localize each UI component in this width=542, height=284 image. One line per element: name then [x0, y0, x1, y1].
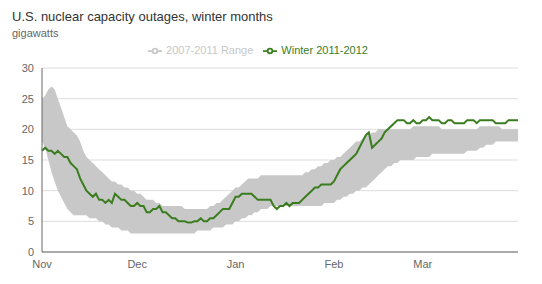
svg-text:10: 10 — [22, 185, 34, 197]
svg-text:Mar: Mar — [413, 258, 432, 270]
html-text:Winter 2011-2012: Winter 2011-2012 — [281, 44, 368, 56]
html-text:2007-2011 Range: 2007-2011 Range — [166, 44, 254, 56]
svg-text:Dec: Dec — [127, 258, 147, 270]
svg-text:Jan: Jan — [227, 258, 245, 270]
html-text:gigawatts: gigawatts — [12, 27, 59, 39]
svg-text:20: 20 — [22, 123, 34, 135]
svg-text:0: 0 — [28, 246, 34, 258]
svg-text:25: 25 — [22, 93, 34, 105]
html-text:U.S. nuclear capacity outages,: U.S. nuclear capacity outages, winter mo… — [12, 9, 273, 24]
svg-text:5: 5 — [28, 215, 34, 227]
svg-text:30: 30 — [22, 62, 34, 74]
svg-text:Nov: Nov — [32, 258, 52, 270]
svg-text:15: 15 — [22, 154, 34, 166]
svg-text:Feb: Feb — [324, 258, 343, 270]
